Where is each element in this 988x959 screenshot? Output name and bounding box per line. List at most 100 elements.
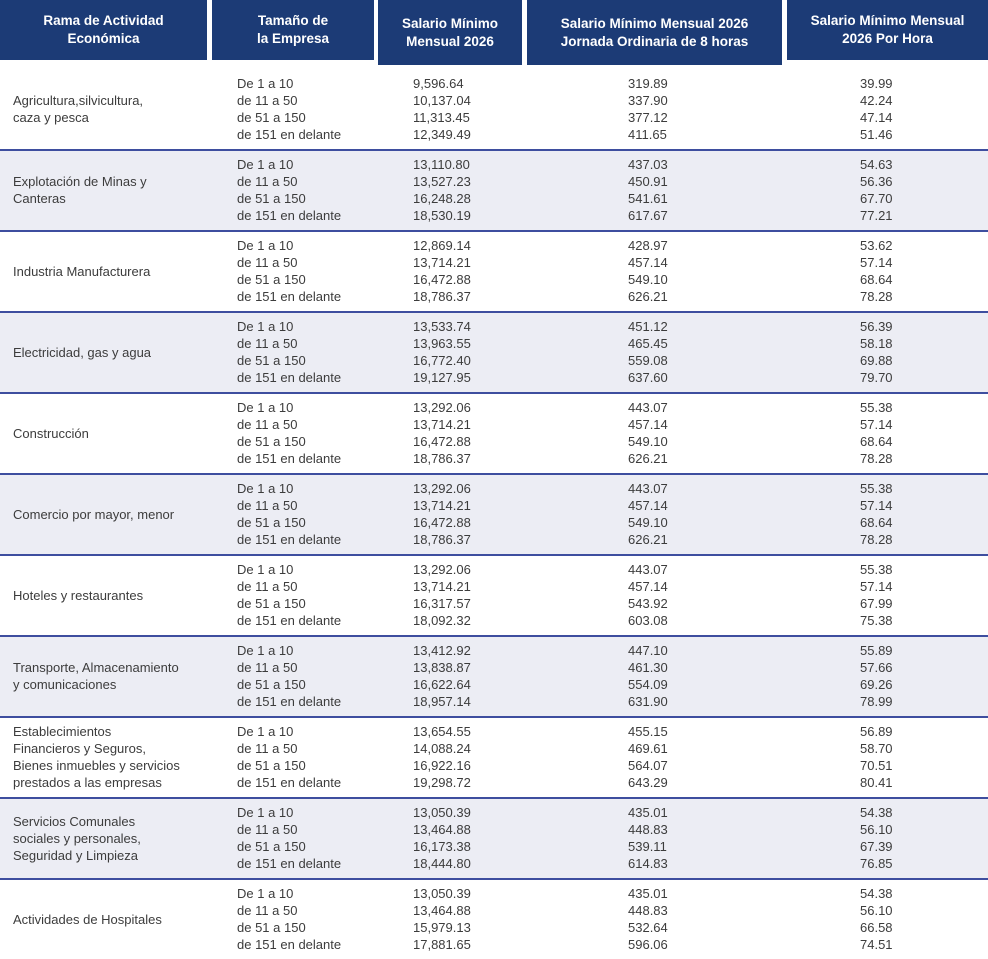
company-size-line: De 1 a 10 [237,76,294,91]
daily-salary-value: 450.91 [628,174,668,189]
monthly-salary-cell: 13,292.06 13,714.21 16,317.57 18,092.32 [374,561,522,629]
activity-cell: Industria Manufacturera [0,237,207,305]
hourly-salary-value: 54.38 [860,886,893,901]
monthly-salary-value: 18,092.32 [413,613,471,628]
company-size-line: de 51 a 150 [237,110,306,125]
daily-salary-cell: 443.07 457.14 549.10 626.21 [522,480,782,548]
activity-cell: Electricidad, gas y agua [0,318,207,386]
hourly-salary-value: 77.21 [860,208,893,223]
daily-salary-value: 614.83 [628,856,668,871]
header-line: Económica [67,31,140,46]
hourly-salary-value: 54.38 [860,805,893,820]
hourly-salary-value: 55.38 [860,562,893,577]
activity-line: Actividades de Hospitales [13,911,162,927]
monthly-salary-cell: 13,292.06 13,714.21 16,472.88 18,786.37 [374,399,522,467]
daily-salary-value: 443.07 [628,562,668,577]
table-row: Industria Manufacturera De 1 a 10 de 11 a… [0,230,988,311]
daily-salary-value: 377.12 [628,110,668,125]
header-line: 2026 Por Hora [842,31,933,46]
company-size-cell: De 1 a 10 de 11 a 50 de 51 a 150 de 151 en … [207,561,374,629]
table-row: Comercio por mayor, menor De 1 a 10 de 11… [0,473,988,554]
monthly-salary-value: 13,654.55 [413,724,471,739]
company-size-cell: De 1 a 10 de 11 a 50 de 51 a 150 de 151 en … [207,156,374,224]
company-size-cell: De 1 a 10 de 11 a 50 de 51 a 150 de 151 en … [207,642,374,710]
table-row: Servicios Comunales sociales y personales… [0,797,988,878]
company-size-line: De 1 a 10 [237,805,294,820]
activity-line: y comunicaciones [13,677,117,692]
table-row: Transporte, Almacenamiento y comunicacion… [0,635,988,716]
monthly-salary-value: 16,472.88 [413,434,471,449]
daily-salary-value: 637.60 [628,370,668,385]
company-size-line: de 151 en delante [237,937,342,952]
company-size-line: De 1 a 10 [237,562,294,577]
monthly-salary-cell: 13,110.80 13,527.23 16,248.28 18,530.19 [374,156,522,224]
monthly-salary-cell: 13,412.92 13,838.87 16,622.64 18,957.14 [374,642,522,710]
daily-salary-cell: 443.07 457.14 549.10 626.21 [522,399,782,467]
header-cell-daily-salary: Salario Mínimo Mensual 2026 Jornada Ordi… [527,0,782,65]
company-size-line: de 151 en delante [237,694,342,709]
activity-cell: Explotación de Minas y Canteras [0,156,207,224]
hourly-salary-value: 69.88 [860,353,893,368]
monthly-salary-value: 14,088.24 [413,741,471,756]
daily-salary-value: 532.64 [628,920,668,935]
monthly-salary-value: 19,127.95 [413,370,471,385]
table-row: Explotación de Minas y Canteras De 1 a 10… [0,149,988,230]
monthly-salary-value: 13,714.21 [413,417,471,432]
company-size-line: de 151 en delante [237,775,342,790]
company-size-cell: De 1 a 10 de 11 a 50 de 51 a 150 de 151 en … [207,480,374,548]
activity-line: Establecimientos [13,724,112,739]
monthly-salary-value: 12,869.14 [413,238,471,253]
monthly-salary-value: 18,786.37 [413,451,471,466]
daily-salary-value: 559.08 [628,353,668,368]
monthly-salary-value: 16,317.57 [413,596,471,611]
monthly-salary-cell: 13,050.39 13,464.88 16,173.38 18,444.80 [374,804,522,872]
activity-line: sociales y personales, [13,830,141,846]
daily-salary-value: 596.06 [628,937,668,952]
daily-salary-cell: 455.15 469.61 564.07 643.29 [522,723,782,791]
company-size-cell: De 1 a 10 de 11 a 50 de 51 a 150 de 151 en … [207,399,374,467]
daily-salary-cell: 428.97 457.14 549.10 626.21 [522,237,782,305]
hourly-salary-value: 67.70 [860,191,893,206]
monthly-salary-value: 13,527.23 [413,174,471,189]
company-size-line: De 1 a 10 [237,643,294,658]
activity-line: Agricultura,silvicultura, [13,93,144,108]
daily-salary-value: 603.08 [628,613,668,628]
activity-line: Servicios Comunales [13,813,136,829]
daily-salary-value: 451.12 [628,319,668,334]
hourly-salary-value: 75.38 [860,613,893,628]
daily-salary-value: 549.10 [628,272,668,287]
table-body: Agricultura,silvicultura, caza y pesca De… [0,65,988,959]
activity-cell: Establecimientos Financieros y Seguros, Bi… [0,723,207,791]
company-size-line: de 151 en delante [237,370,342,385]
monthly-salary-value: 16,772.40 [413,353,471,368]
activity-cell: Construcción [0,399,207,467]
activity-line: Bienes inmuebles y servicios [13,758,180,773]
activity-line: Industria Manufacturera [13,263,151,279]
hourly-salary-cell: 56.89 58.70 70.51 80.41 [782,723,988,791]
monthly-salary-value: 13,714.21 [413,498,471,513]
header-line: la Empresa [256,31,330,46]
company-size-cell: De 1 a 10 de 11 a 50 de 51 a 150 de 151 en … [207,318,374,386]
daily-salary-value: 549.10 [628,434,668,449]
company-size-line: De 1 a 10 [237,319,294,334]
company-size-cell: De 1 a 10 de 11 a 50 de 51 a 150 de 151 en … [207,723,374,791]
daily-salary-value: 457.14 [628,579,668,594]
table-row: Hoteles y restaurantes De 1 a 10 de 11 a … [0,554,988,635]
header-line: Salario Mínimo Mensual [810,13,965,28]
activity-cell: Comercio por mayor, menor [0,480,207,548]
hourly-salary-value: 55.89 [860,643,893,658]
header-line: Tamaño de [257,13,329,28]
hourly-salary-value: 78.28 [860,451,893,466]
hourly-salary-value: 76.85 [860,856,893,871]
monthly-salary-value: 18,530.19 [413,208,471,223]
monthly-salary-value: 19,298.72 [413,775,471,790]
monthly-salary-value: 13,714.21 [413,579,471,594]
monthly-salary-value: 13,838.87 [413,660,471,675]
company-size-line: de 51 a 150 [237,191,306,206]
monthly-salary-value: 13,963.55 [413,336,471,351]
monthly-salary-value: 13,110.80 [413,157,470,172]
hourly-salary-value: 57.14 [860,579,893,594]
company-size-line: de 11 a 50 [237,174,298,189]
daily-salary-value: 447.10 [628,643,668,658]
